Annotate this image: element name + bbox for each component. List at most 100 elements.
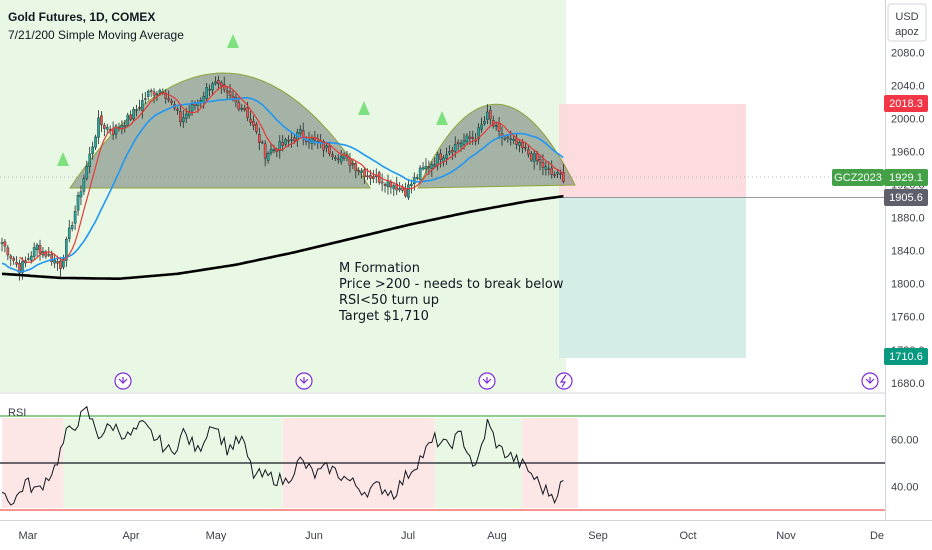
candle xyxy=(331,151,334,160)
candle xyxy=(424,158,428,174)
candle xyxy=(146,89,150,101)
candle xyxy=(181,110,185,128)
price-tick-label: 2080.0 xyxy=(891,47,925,59)
candle xyxy=(439,149,442,168)
candle xyxy=(553,171,556,179)
candle xyxy=(70,221,74,232)
candle xyxy=(480,117,483,133)
lightning-event-icon[interactable] xyxy=(555,372,573,390)
candle xyxy=(518,140,521,153)
dividend-event-icon[interactable] xyxy=(861,372,879,390)
annotation-line-1: M Formation xyxy=(339,261,420,276)
candle xyxy=(67,219,71,243)
candle xyxy=(53,253,56,269)
month-label: Apr xyxy=(122,530,139,542)
last-price-value: 1929.1 xyxy=(889,172,923,184)
candle xyxy=(284,137,287,147)
candle xyxy=(471,130,475,145)
entry-price-value: 1905.6 xyxy=(889,192,923,204)
candle xyxy=(222,76,226,93)
candle xyxy=(38,239,42,261)
time-axis[interactable]: Mar Apr May Jun Jul Aug Sep Oct Nov De xyxy=(19,530,885,542)
candle xyxy=(380,173,384,192)
price-tick-label: 2040.0 xyxy=(891,80,925,92)
candle xyxy=(88,146,92,174)
candle xyxy=(290,132,293,148)
candle xyxy=(6,244,10,261)
candle xyxy=(456,139,460,151)
candle xyxy=(135,104,138,117)
candle xyxy=(503,135,507,141)
candle xyxy=(339,150,343,165)
candle xyxy=(228,83,232,100)
candle xyxy=(255,121,258,135)
month-label: Aug xyxy=(487,530,507,542)
candle xyxy=(9,254,13,267)
month-label: De xyxy=(870,530,884,542)
candle xyxy=(164,89,168,104)
candle xyxy=(351,158,355,170)
candle xyxy=(547,161,551,176)
month-label: Sep xyxy=(588,530,608,542)
candle xyxy=(266,151,270,164)
candle xyxy=(225,86,229,100)
candle xyxy=(12,256,15,265)
candle xyxy=(176,106,179,115)
rsi-line xyxy=(1,405,564,506)
price-axis[interactable]: 1680.01720.01760.01800.01840.01880.01920… xyxy=(891,47,925,389)
up-signal-triangle xyxy=(436,111,448,125)
candle xyxy=(278,135,282,159)
dividend-event-icon[interactable] xyxy=(114,372,132,390)
candle xyxy=(59,256,62,277)
price-tick-label: 1880.0 xyxy=(891,213,925,225)
candle xyxy=(170,98,173,106)
candle xyxy=(152,88,156,104)
currency-box[interactable]: USD apoz xyxy=(887,3,927,42)
entry-price-tag: 1905.6 xyxy=(884,189,928,206)
dividend-event-icon[interactable] xyxy=(478,372,496,390)
price-tick-label: 1840.0 xyxy=(891,246,925,258)
candle xyxy=(421,162,425,171)
candle xyxy=(325,143,328,153)
candle xyxy=(155,90,159,102)
candle xyxy=(477,123,480,145)
candle xyxy=(538,155,542,171)
candle xyxy=(143,91,147,105)
month-label: Nov xyxy=(776,530,796,542)
candle xyxy=(281,134,285,152)
candle xyxy=(263,140,267,167)
candle xyxy=(433,157,437,169)
candle xyxy=(398,181,401,193)
candle xyxy=(211,81,214,95)
rsi-tick-label: 60.00 xyxy=(891,435,919,447)
candle xyxy=(418,165,422,184)
candle xyxy=(535,150,539,166)
candle xyxy=(149,88,153,98)
candle xyxy=(94,134,97,150)
month-label: Jun xyxy=(305,530,323,542)
candle xyxy=(214,76,217,86)
rsi-axis[interactable]: 40.00 60.00 xyxy=(891,435,919,494)
candle xyxy=(260,140,264,145)
candle xyxy=(44,249,48,259)
candle xyxy=(486,104,489,125)
stop-price-tag: 2018.3 xyxy=(884,95,928,112)
target-price-tag: 1710.6 xyxy=(884,348,928,365)
price-tick-label: 1760.0 xyxy=(891,312,925,324)
candle xyxy=(179,104,182,127)
candle xyxy=(410,179,413,194)
candle xyxy=(527,145,530,158)
candle xyxy=(240,104,244,112)
candle xyxy=(258,127,261,151)
candle xyxy=(243,104,246,112)
candle xyxy=(354,160,358,179)
candle xyxy=(450,146,454,160)
dividend-event-icon[interactable] xyxy=(295,372,313,390)
month-label: Oct xyxy=(679,530,696,542)
uptrend-background-zone xyxy=(0,0,566,392)
candle xyxy=(395,177,399,195)
symbol-price-tag: GCZ2023 1929.1 xyxy=(832,169,928,186)
price-tick-label: 2000.0 xyxy=(891,114,925,126)
candle xyxy=(15,256,18,268)
